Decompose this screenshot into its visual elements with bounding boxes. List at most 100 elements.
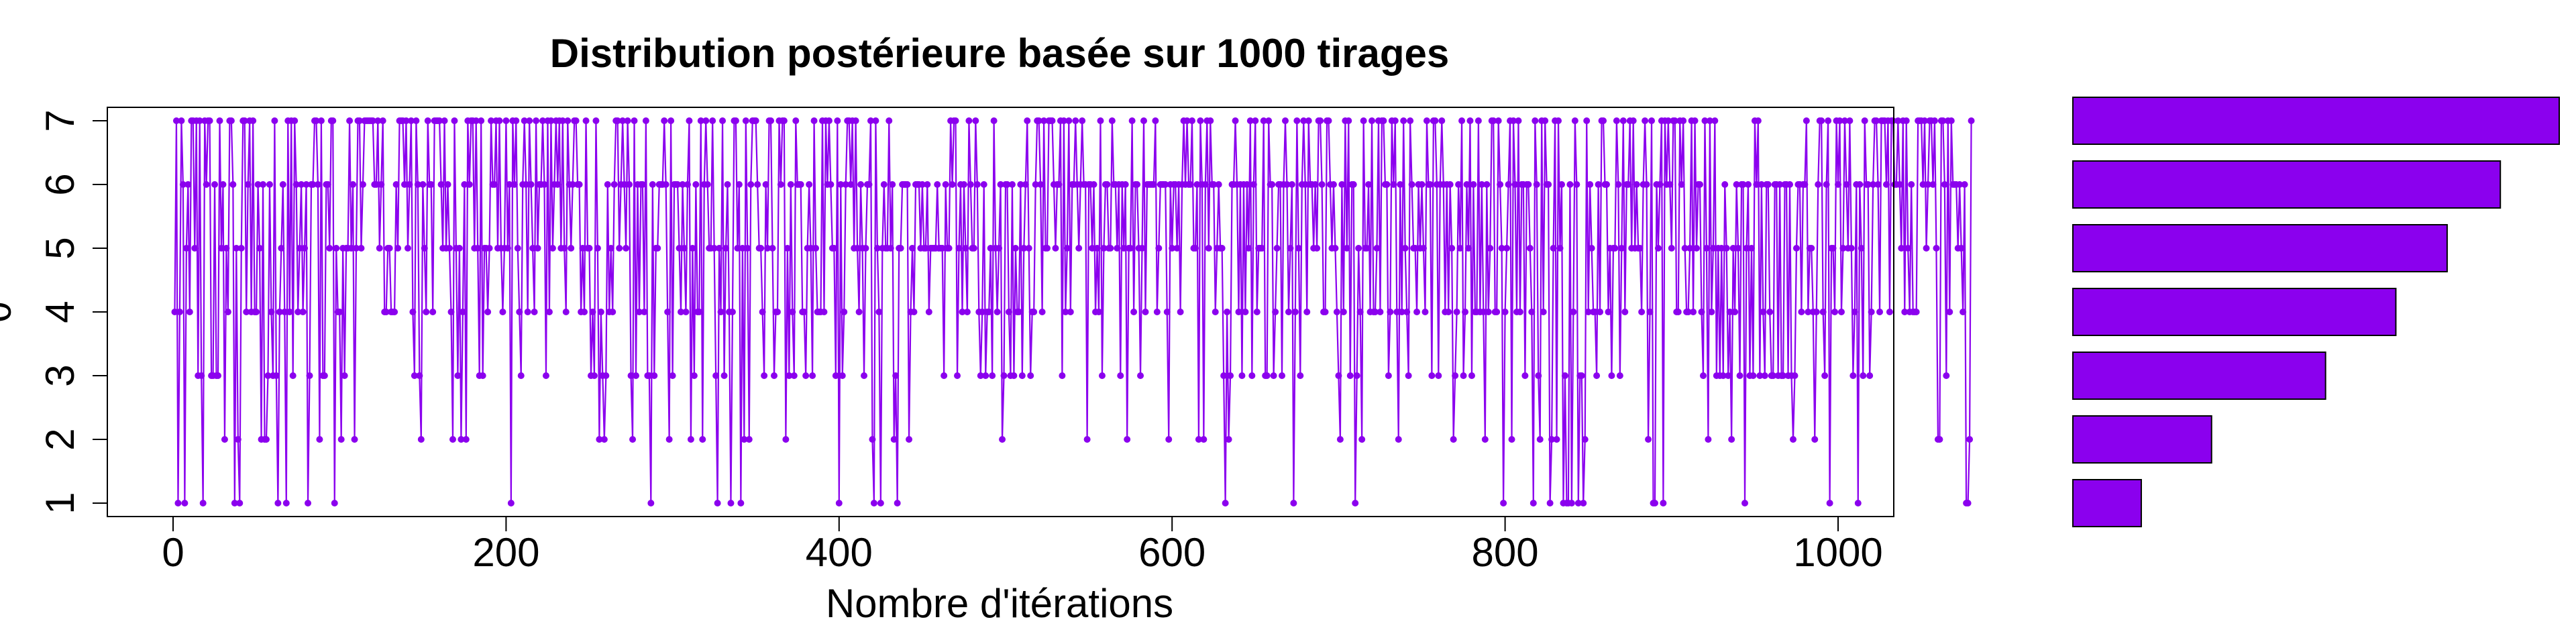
trace-point	[1874, 181, 1882, 188]
trace-point	[802, 372, 810, 379]
trace-point	[542, 372, 549, 379]
trace-point	[324, 181, 331, 188]
trace-point	[910, 309, 918, 315]
trace-point	[626, 181, 633, 188]
trace-point	[1243, 181, 1250, 188]
trace-point	[369, 117, 376, 124]
trace-point	[1680, 117, 1687, 124]
trace-point	[279, 181, 286, 188]
trace-point	[244, 181, 252, 188]
trace-point	[1218, 245, 1226, 252]
trace-point	[1508, 436, 1515, 443]
trace-point	[1501, 309, 1509, 315]
trace-point	[219, 181, 227, 188]
trace-point	[1690, 309, 1697, 315]
trace-point	[702, 117, 710, 124]
trace-point	[231, 500, 238, 506]
trace-point	[834, 117, 841, 124]
trace-point	[221, 436, 228, 443]
trace-point	[472, 117, 480, 124]
trace-point	[678, 309, 685, 315]
trace-point	[820, 309, 828, 315]
trace-point	[1889, 117, 1896, 124]
trace-point	[581, 309, 588, 315]
trace-point	[1753, 181, 1760, 188]
trace-point	[619, 117, 627, 124]
chart-title: Distribution postérieure basée sur 1000 …	[550, 31, 1449, 76]
trace-point	[268, 309, 275, 315]
trace-point	[1744, 181, 1752, 188]
trace-point	[1718, 245, 1725, 252]
trace-point	[186, 309, 193, 315]
trace-point	[1025, 245, 1032, 252]
trace-point	[1195, 436, 1202, 443]
trace-point	[999, 436, 1006, 443]
trace-point	[1288, 181, 1295, 188]
trace-point	[1313, 245, 1321, 252]
trace-point	[1821, 372, 1829, 379]
trace-point	[761, 372, 768, 379]
trace-point	[545, 309, 553, 315]
trace-point	[1360, 117, 1367, 124]
trace-point	[692, 181, 700, 188]
trace-point	[1735, 245, 1742, 252]
trace-point	[1723, 245, 1730, 252]
trace-point	[704, 181, 711, 188]
trace-point	[1516, 309, 1523, 315]
trace-point	[1413, 309, 1421, 315]
trace-point	[1293, 117, 1301, 124]
trace-point	[424, 117, 431, 124]
histogram-bar-2	[2072, 415, 2212, 464]
trace-point	[1511, 181, 1519, 188]
trace-point	[667, 117, 675, 124]
trace-point	[266, 181, 273, 188]
trace-point	[253, 309, 260, 315]
trace-point	[1600, 117, 1607, 124]
trace-point	[754, 181, 761, 188]
trace-point	[1621, 309, 1629, 315]
trace-point	[1224, 309, 1231, 315]
trace-point	[1580, 500, 1587, 506]
trace-point	[1957, 245, 1965, 252]
trace-point	[211, 181, 219, 188]
trace-point	[229, 181, 237, 188]
trace-point	[451, 117, 458, 124]
x-tick-label: 600	[1138, 530, 1205, 575]
trace-point	[449, 436, 456, 443]
trace-point	[1597, 309, 1604, 315]
trace-point	[1150, 181, 1157, 188]
trace-point	[847, 181, 855, 188]
trace-point	[1593, 372, 1601, 379]
trace-point	[1542, 117, 1549, 124]
trace-point	[392, 181, 400, 188]
trace-point	[741, 436, 748, 443]
trace-point	[1291, 309, 1299, 315]
trace-point	[1024, 117, 1031, 124]
trace-point	[1847, 245, 1855, 252]
trace-point	[1343, 245, 1350, 252]
trace-point	[1731, 309, 1739, 315]
trace-point	[533, 117, 540, 124]
histogram-bar-4	[2072, 288, 2397, 336]
trace-point	[1571, 117, 1578, 124]
trace-point	[1696, 181, 1703, 188]
trace-point	[1497, 181, 1504, 188]
trace-point	[1207, 117, 1214, 124]
trace-point	[1438, 117, 1446, 124]
trace-point	[526, 117, 533, 124]
trace-point	[382, 309, 390, 315]
trace-point	[610, 181, 618, 188]
trace-point	[1177, 309, 1184, 315]
trace-point	[1574, 500, 1582, 506]
trace-point	[980, 181, 987, 188]
trace-point	[411, 372, 418, 379]
trace-point	[1300, 117, 1307, 124]
trace-point	[1383, 181, 1391, 188]
trace-point	[1505, 181, 1512, 188]
trace-point	[241, 117, 248, 124]
trace-point	[236, 500, 244, 506]
trace-point	[690, 372, 698, 379]
trace-point	[1052, 245, 1059, 252]
trace-point	[607, 245, 614, 252]
